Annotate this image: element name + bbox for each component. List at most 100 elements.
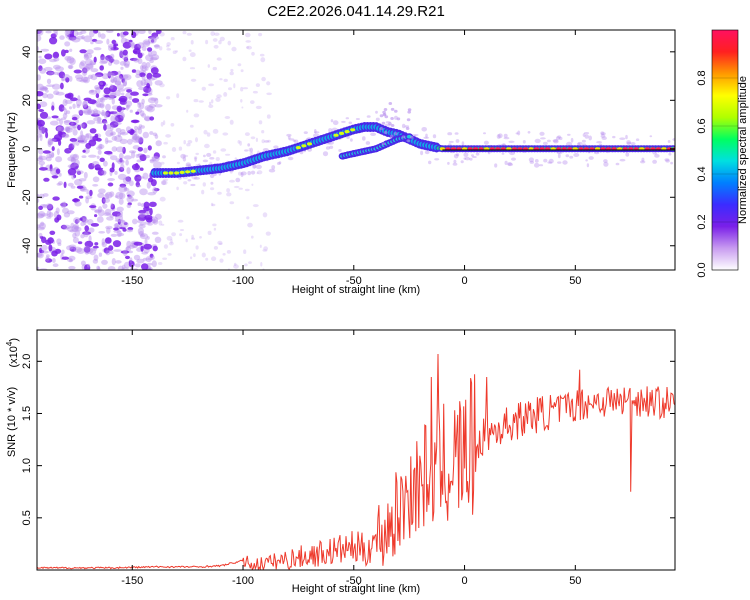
noise-blob xyxy=(67,36,77,41)
noise-blob xyxy=(117,219,126,223)
noise-blob xyxy=(201,252,206,258)
noise-blob xyxy=(149,253,154,258)
noise-blob xyxy=(256,172,259,175)
halo-blob xyxy=(383,131,388,134)
noise-blob xyxy=(100,111,110,116)
noise-blob xyxy=(37,91,44,97)
noise-blob xyxy=(126,195,134,203)
noise-blob xyxy=(123,155,132,160)
noise-blob xyxy=(102,203,108,209)
noise-blob xyxy=(266,92,272,96)
halo-blob xyxy=(185,162,191,167)
halo-blob xyxy=(594,151,600,155)
noise-blob xyxy=(87,109,95,116)
noise-blob xyxy=(64,133,69,137)
noise-blob xyxy=(202,182,206,187)
noise-blob xyxy=(213,246,218,250)
noise-blob xyxy=(183,181,188,185)
noise-blob xyxy=(259,244,262,248)
noise-blob xyxy=(89,247,97,256)
noise-blob xyxy=(108,95,117,99)
noise-blob xyxy=(109,121,119,128)
noise-blob xyxy=(148,77,156,81)
noise-blob xyxy=(37,136,40,142)
noise-blob xyxy=(149,59,154,64)
noise-blob xyxy=(40,221,45,227)
noise-blob xyxy=(69,229,76,233)
noise-blob xyxy=(219,78,223,81)
noise-blob xyxy=(76,137,82,140)
halo-blob xyxy=(406,118,411,122)
noise-blob xyxy=(62,107,67,110)
halo-blob xyxy=(394,132,398,136)
noise-blob xyxy=(76,248,85,254)
halo-blob xyxy=(511,157,516,161)
noise-blob xyxy=(138,231,144,236)
halo-blob xyxy=(539,131,545,136)
noise-blob xyxy=(141,65,147,72)
noise-blob xyxy=(109,84,114,90)
noise-blob xyxy=(139,110,145,117)
halo-blob xyxy=(412,134,419,136)
noise-blob xyxy=(186,143,191,147)
colorbar-tick-label: 0.8 xyxy=(696,70,708,85)
noise-blob xyxy=(97,206,103,213)
halo-blob xyxy=(178,177,182,180)
halo-blob xyxy=(235,177,241,183)
noise-blob xyxy=(84,240,94,248)
svg-text:(x104): (x104) xyxy=(5,338,20,368)
noise-blob xyxy=(80,260,86,266)
noise-blob xyxy=(65,32,70,39)
halo-blob xyxy=(503,136,510,140)
noise-blob xyxy=(154,236,162,243)
halo-blob xyxy=(355,118,360,120)
noise-blob xyxy=(67,226,75,232)
noise-blob xyxy=(138,86,146,91)
halo-blob xyxy=(338,149,342,152)
halo-blob xyxy=(406,139,411,143)
noise-blob xyxy=(151,260,157,268)
noise-blob xyxy=(96,265,100,270)
halo-blob xyxy=(185,164,191,168)
noise-blob xyxy=(71,225,79,233)
noise-blob xyxy=(103,121,108,124)
noise-blob xyxy=(60,202,68,207)
halo-blob xyxy=(382,110,386,114)
halo-blob xyxy=(585,159,588,162)
noise-blob xyxy=(51,83,61,90)
halo-blob xyxy=(543,141,548,145)
noise-blob xyxy=(250,136,256,140)
halo-blob xyxy=(641,157,645,162)
halo-blob xyxy=(483,140,489,145)
noise-blob xyxy=(64,126,69,133)
noise-blob xyxy=(62,207,69,214)
noise-blob xyxy=(69,138,78,142)
noise-blob xyxy=(76,218,81,223)
noise-blob xyxy=(205,257,209,261)
noise-blob xyxy=(42,93,48,99)
halo-blob xyxy=(421,127,428,132)
noise-blob xyxy=(38,55,42,59)
halo-blob xyxy=(501,152,505,155)
snr-x-ticks: -150 -100 -50 0 50 xyxy=(121,330,581,587)
noise-blob xyxy=(228,87,232,91)
y-tick-label: 20 xyxy=(21,94,33,106)
halo-blob xyxy=(453,153,459,159)
noise-blob xyxy=(114,195,119,199)
noise-blob xyxy=(73,225,80,231)
halo-blob xyxy=(218,172,221,176)
noise-blob xyxy=(58,104,65,112)
noise-blob xyxy=(65,126,71,134)
noise-blob xyxy=(76,185,84,189)
noise-blob xyxy=(51,175,59,179)
noise-blob xyxy=(110,115,115,123)
noise-blob xyxy=(131,133,138,141)
noise-blob xyxy=(125,247,129,251)
noise-blob xyxy=(212,38,218,42)
halo-blob xyxy=(330,119,334,123)
noise-blob xyxy=(70,122,74,125)
noise-blob xyxy=(170,37,175,41)
noise-blob xyxy=(67,34,75,38)
noise-blob xyxy=(55,156,63,163)
noise-blob xyxy=(38,30,43,34)
